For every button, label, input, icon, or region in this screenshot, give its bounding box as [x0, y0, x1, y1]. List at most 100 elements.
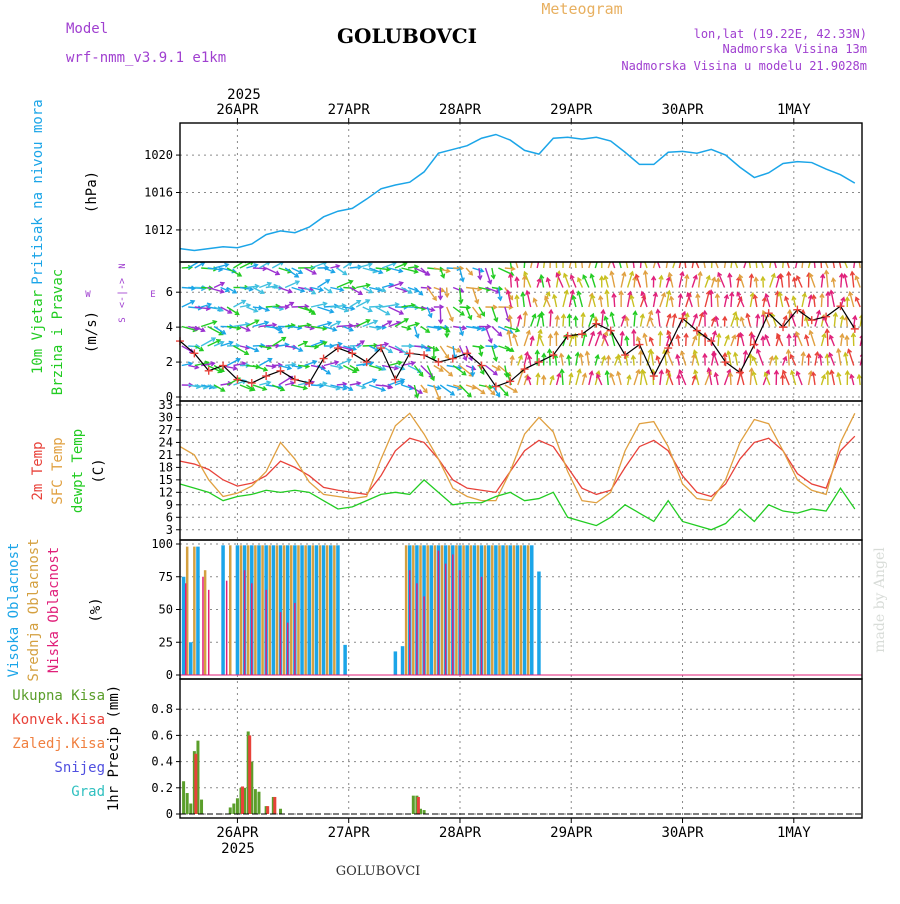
wind-arrow	[773, 258, 776, 268]
wind-arrow	[537, 258, 539, 268]
wind-arrow-head	[759, 256, 763, 260]
temp-sfc-line	[180, 413, 855, 502]
cloud-low-bar	[459, 570, 461, 675]
wind-arrow	[427, 288, 436, 301]
cloud-mid-bar	[513, 545, 516, 675]
y-tick-label: 33	[159, 398, 173, 412]
x-tick-label-top: 30APR	[661, 102, 704, 118]
y-tick-label: 75	[159, 570, 173, 584]
y-tick-label: 21	[159, 448, 173, 462]
y-tick-label: 30	[159, 410, 173, 424]
wind-arrow-head	[674, 255, 678, 259]
wind-arrow	[854, 252, 856, 268]
x-tick-label-top: 1MAY	[777, 102, 811, 118]
cloud-high-bar	[523, 545, 527, 675]
wind-arrow	[731, 258, 732, 268]
y-tick-label: 1016	[144, 186, 173, 200]
cloud-mid-bar	[319, 545, 322, 675]
cloud-high-bar	[430, 545, 434, 675]
legend-conv-rain: Konvek.Kisa	[12, 712, 105, 728]
wind-arrow	[732, 254, 737, 268]
cloud-low-bar	[294, 603, 296, 675]
cloud-mid-bar	[498, 545, 501, 675]
elevation: Nadmorska Visina 13m	[723, 42, 868, 56]
cloud-low-bar	[416, 583, 418, 675]
model-name: wrf-nmm_v3.9.1 e1km	[66, 50, 226, 66]
cloud-low-bar	[287, 623, 289, 675]
year-bottom: 2025	[221, 841, 255, 857]
wind-arrow-head	[692, 257, 696, 261]
cloud-high-bar	[236, 545, 240, 675]
compass-west: W	[85, 290, 91, 300]
precip-total-bar	[229, 807, 232, 814]
precip-total-bar	[186, 793, 189, 814]
cloud-high-bar	[196, 547, 200, 675]
y-tick-label: 1020	[144, 148, 173, 162]
wind-arrow-head	[590, 252, 594, 256]
cloud-high-bar	[537, 572, 541, 675]
wind-arrow-head	[785, 258, 789, 262]
cloud-low-bar	[445, 564, 447, 675]
cloud-mid-bar	[520, 545, 523, 675]
station-title: GOLUBOVCI	[337, 24, 477, 48]
wind-arrow-head	[837, 257, 841, 261]
wind-arrow	[756, 258, 757, 268]
precip-conv-bar	[266, 806, 269, 814]
legend-total-rain: Ukupna Kisa	[12, 688, 105, 704]
compass-east: E	[150, 290, 155, 300]
x-tick-label-bottom: 1MAY	[777, 825, 811, 841]
y-tick-label: 100	[151, 537, 173, 551]
wind-arrow-head	[857, 255, 861, 259]
wind-arrow-head	[508, 255, 512, 259]
wind-arrow	[227, 268, 241, 276]
wind-unit: (m/s)	[84, 311, 100, 353]
y-tick-label: 27	[159, 423, 173, 437]
wind-arrow	[770, 252, 773, 268]
cloud-high-bar	[257, 545, 261, 675]
y-tick-label: 0	[166, 807, 173, 821]
cloud-high-bar	[300, 545, 304, 675]
cloud-mid-bar	[527, 545, 530, 675]
wind-label-1: 10m Vjetar	[30, 290, 46, 374]
precip-total-bar	[200, 800, 203, 814]
wind-arrow	[695, 259, 699, 268]
wind-arrow	[440, 346, 448, 358]
x-tick-label-top: 29APR	[550, 102, 593, 118]
cloud-high-bar	[343, 645, 347, 675]
y-tick-label: 15	[159, 473, 173, 487]
wind-arrow-head	[639, 255, 643, 259]
wind-arrow-head	[822, 255, 826, 259]
year-top: 2025	[227, 87, 261, 103]
wind-arrow-head	[812, 254, 816, 258]
cloud-mid-bar	[405, 545, 408, 675]
precip-total-bar	[279, 809, 282, 814]
cloud-high-bar	[336, 545, 340, 675]
cloud-low-bar	[185, 583, 187, 675]
cloud-high-bar	[182, 577, 186, 675]
y-tick-label: 3	[166, 523, 173, 537]
compass-arrow: <-|->	[117, 278, 128, 308]
wind-arrow	[660, 332, 661, 346]
x-tick-label-bottom: 30APR	[661, 825, 704, 841]
wind-arrow-head	[772, 258, 776, 262]
temp-label-2: SFC Temp	[50, 437, 66, 504]
wind-arrow-head	[654, 256, 658, 260]
precip-conv-bar	[248, 735, 251, 814]
wind-arrow-head	[537, 258, 541, 262]
precip-total-bar	[189, 804, 192, 814]
temp-label-1: 2m Temp	[30, 441, 46, 500]
x-tick-label-bottom: 28APR	[439, 825, 482, 841]
cloud-high-bar	[465, 545, 469, 675]
y-tick-label: 6	[166, 285, 173, 299]
wind-arrow	[711, 290, 712, 307]
legend-hail: Grad	[71, 784, 105, 800]
cloud-low-bar	[202, 577, 204, 675]
wind-arrow-head	[600, 255, 604, 258]
cloud-high-bar	[473, 545, 477, 675]
y-tick-label: 0	[166, 668, 173, 682]
cloud-low-bar	[244, 570, 246, 675]
wind-arrow-head	[630, 252, 634, 256]
y-tick-label: 9	[166, 498, 173, 512]
